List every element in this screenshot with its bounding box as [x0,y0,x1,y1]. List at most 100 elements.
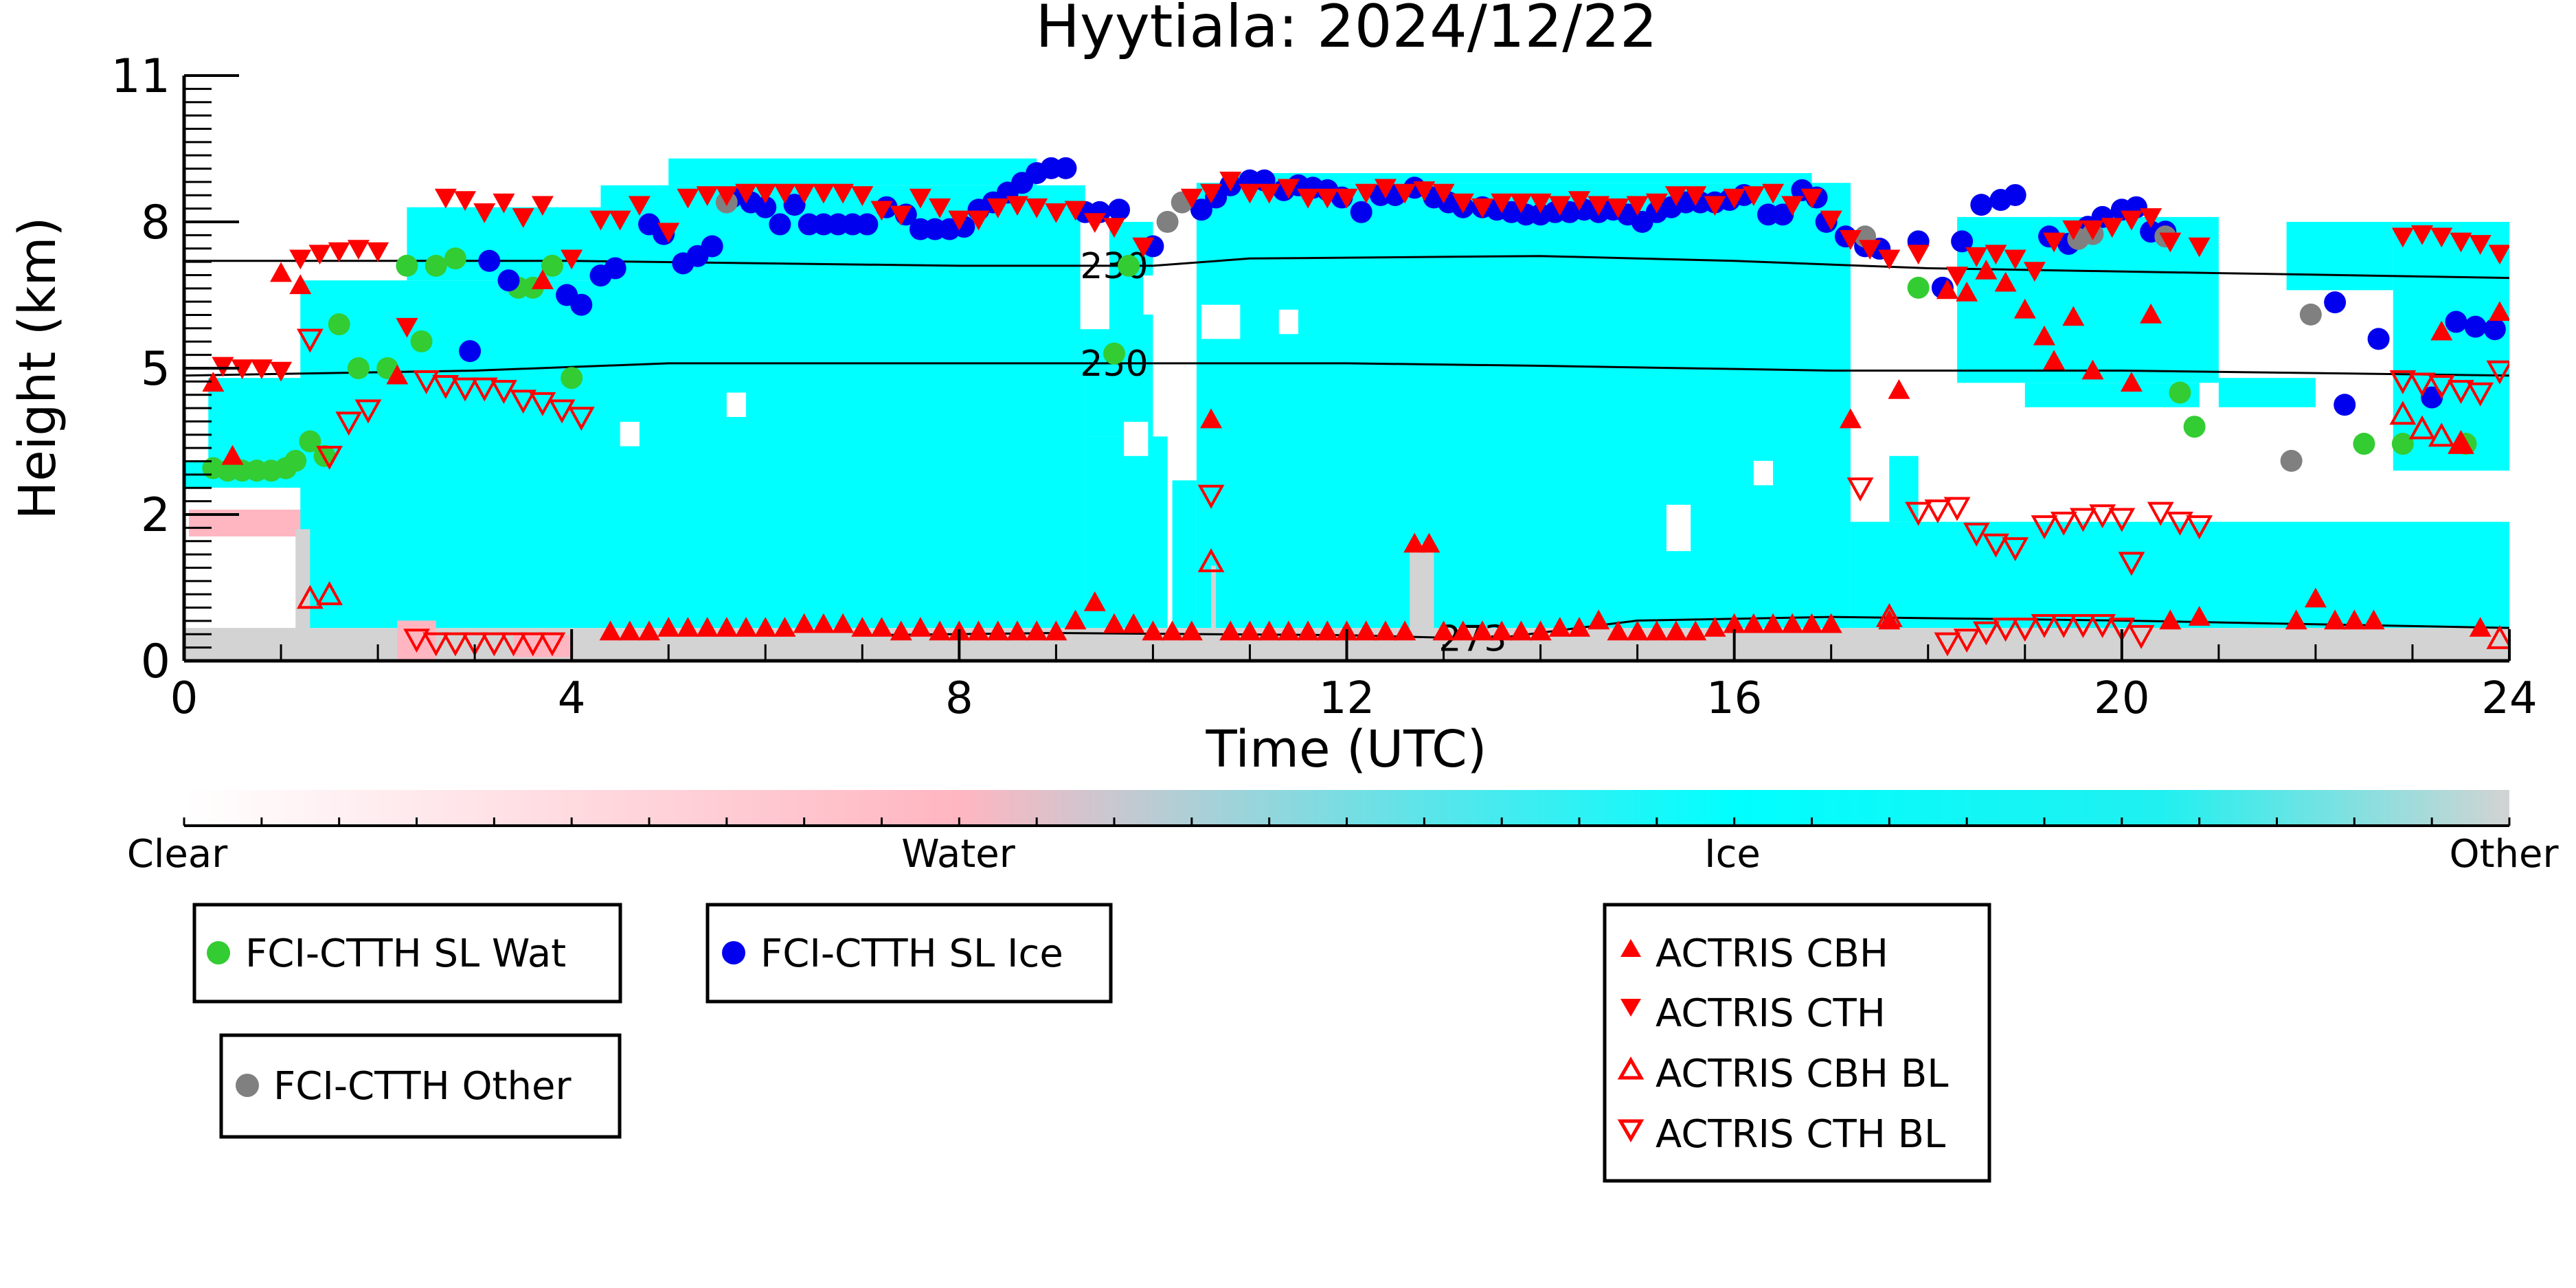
data-point [250,359,273,379]
curtain-region-ice [208,378,310,461]
curtain-gap-clear [1124,422,1149,456]
series-actris-cth-bl [296,328,2509,657]
data-point [1905,501,1932,526]
data-point [2488,301,2509,321]
data-point [1588,196,1610,216]
data-point [1083,591,1106,611]
data-point [1723,188,1745,209]
data-point [856,213,879,236]
data-point [2081,359,2104,380]
data-point [270,361,293,382]
curtain-region-ice [600,185,1085,629]
curtain-gap-clear [1143,275,1173,315]
data-point [783,194,806,216]
data-point [2043,350,2066,370]
y-tick-label: 11 [111,49,170,104]
data-point [403,629,430,653]
data-point [1432,183,1455,204]
data-point [1946,267,1969,287]
data-point [2280,449,2303,472]
data-point [2450,433,2472,453]
data-point [541,254,563,277]
data-point [1607,198,1629,218]
data-point [1965,247,1988,267]
data-point [1471,620,1493,641]
legend-box-actris: ACTRIS CBH ACTRIS CTH ACTRIS CBH BL ACTR… [1603,903,1991,1183]
data-point [609,210,631,231]
data-point [519,632,547,657]
data-point [2101,218,2123,238]
data-point [425,254,447,277]
data-point [1704,617,1726,637]
data-point [1239,183,1261,204]
y-tick-label: 0 [141,635,170,689]
data-point [367,242,389,262]
data-point [1888,379,1910,399]
x-tick-label: 12 [1319,673,1375,724]
data-point [1943,497,1971,521]
data-point [754,183,777,204]
data-point [347,357,370,379]
data-point [1742,613,1765,633]
data-point [1665,186,1688,206]
data-point [967,620,990,641]
data-point [2043,232,2066,253]
data-point [1132,237,1155,258]
data-point [1394,183,1416,204]
data-point [1529,193,1552,214]
data-point [604,257,626,280]
data-point [442,632,469,657]
data-point [1645,620,1668,641]
colorbar-label-ice: Ice [1704,832,1761,877]
data-point [677,188,699,209]
data-point [715,617,738,637]
data-point [1491,620,1513,641]
data-point [2428,422,2455,447]
contour-line-250 [184,362,2509,377]
x-axis-label: Time (UTC) [1205,720,1487,779]
data-point [2002,537,2029,562]
curtain-region-other [295,529,310,629]
data-point [471,377,498,402]
data-point [1180,620,1203,641]
data-point [628,196,651,216]
data-point [1394,620,1416,641]
data-point [1190,199,1212,221]
data-point [851,186,874,206]
data-point [2183,416,2206,438]
data-point [1316,188,1339,209]
data-point [1762,183,1785,204]
data-point [1772,203,1794,226]
data-point [1277,179,1300,199]
data-point [812,613,835,633]
data-point [967,210,990,231]
legend-marker-cth-bl [1617,1119,1645,1143]
data-point [567,407,595,431]
data-point [929,198,951,218]
data-point [715,186,738,206]
data-point [2353,433,2375,455]
data-point [478,249,501,272]
data-point [2464,315,2487,338]
curtain-region-ice [2218,378,2316,407]
data-point [696,186,719,206]
curtain-region-other [1410,543,1434,629]
data-point [1684,186,1707,206]
data-point [570,293,593,316]
data-point [2467,382,2494,407]
data-point [2188,606,2211,626]
data-point [2391,433,2414,455]
data-point [2031,613,2058,638]
series-actris-cbh-bl [296,400,2509,649]
data-point [701,235,723,258]
data-point [296,328,324,353]
data-point [1180,188,1203,209]
curtain-region-ice [1889,455,1919,522]
data-markers [202,157,2509,657]
data-point [548,399,576,424]
data-point [1355,620,1377,641]
data-point [1820,613,1842,633]
data-point [1219,620,1242,641]
data-point [1982,533,2009,558]
data-point [1432,620,1455,641]
